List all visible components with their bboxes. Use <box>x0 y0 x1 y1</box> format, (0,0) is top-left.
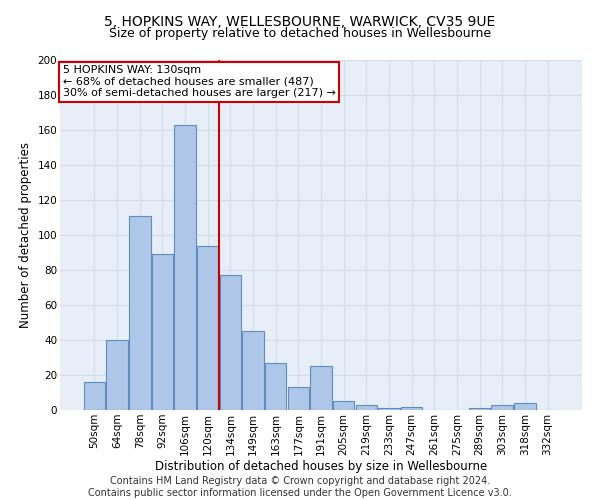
Y-axis label: Number of detached properties: Number of detached properties <box>19 142 32 328</box>
Bar <box>469 408 490 410</box>
Bar <box>514 403 536 410</box>
Bar <box>197 246 218 410</box>
Text: Contains HM Land Registry data © Crown copyright and database right 2024.
Contai: Contains HM Land Registry data © Crown c… <box>88 476 512 498</box>
Bar <box>175 125 196 410</box>
Text: 5, HOPKINS WAY, WELLESBOURNE, WARWICK, CV35 9UE: 5, HOPKINS WAY, WELLESBOURNE, WARWICK, C… <box>104 15 496 29</box>
Bar <box>378 408 400 410</box>
Bar <box>265 363 286 410</box>
Text: 5 HOPKINS WAY: 130sqm
← 68% of detached houses are smaller (487)
30% of semi-det: 5 HOPKINS WAY: 130sqm ← 68% of detached … <box>62 66 335 98</box>
X-axis label: Distribution of detached houses by size in Wellesbourne: Distribution of detached houses by size … <box>155 460 487 473</box>
Bar <box>333 401 355 410</box>
Bar <box>152 254 173 410</box>
Bar <box>106 340 128 410</box>
Text: Size of property relative to detached houses in Wellesbourne: Size of property relative to detached ho… <box>109 28 491 40</box>
Bar <box>491 405 513 410</box>
Bar <box>84 382 105 410</box>
Bar <box>287 387 309 410</box>
Bar <box>129 216 151 410</box>
Bar <box>401 406 422 410</box>
Bar <box>356 405 377 410</box>
Bar <box>220 275 241 410</box>
Bar <box>310 366 332 410</box>
Bar <box>242 331 264 410</box>
